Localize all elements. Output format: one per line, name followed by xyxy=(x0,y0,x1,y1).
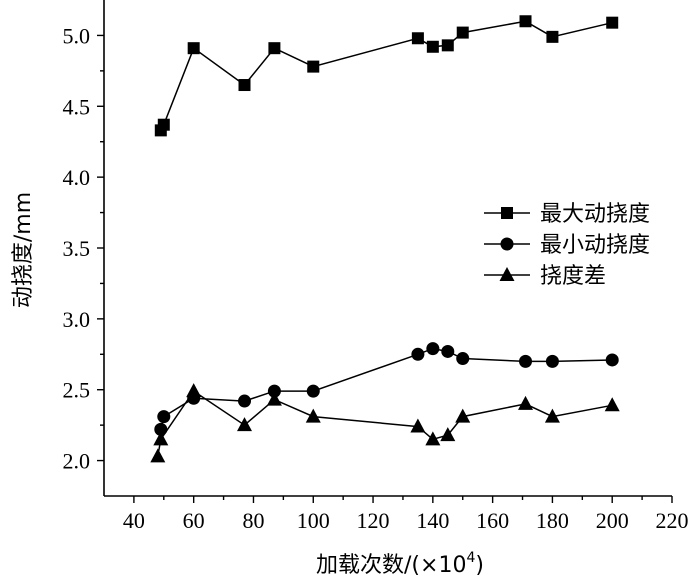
series-group xyxy=(150,15,620,463)
x-tick-label: 40 xyxy=(123,508,145,533)
data-point-triangle xyxy=(186,383,202,398)
series-circle xyxy=(154,342,619,436)
data-point-circle xyxy=(306,384,320,398)
data-point-circle xyxy=(545,354,559,368)
data-point-circle xyxy=(605,353,619,367)
x-tick-label: 100 xyxy=(297,508,330,533)
x-axis-title-exponent: 4 xyxy=(466,550,475,566)
legend-label: 最大动挠度 xyxy=(540,202,650,227)
legend-marker-square xyxy=(501,207,513,219)
data-point-circle xyxy=(426,342,440,356)
data-point-square xyxy=(441,39,454,52)
y-tick-label: 3.5 xyxy=(63,236,91,261)
series-line xyxy=(157,390,613,457)
data-point-circle xyxy=(519,354,533,368)
data-point-square xyxy=(238,79,251,92)
data-point-square xyxy=(606,16,619,29)
series-line xyxy=(160,20,613,131)
data-point-square xyxy=(519,15,532,28)
data-point-square xyxy=(268,42,281,55)
data-point-triangle xyxy=(440,427,456,442)
x-ticks: 40 60 80 100 120 140 160 180 200 220 xyxy=(123,496,689,533)
legend-label: 最小动挠度 xyxy=(540,233,650,258)
data-point-triangle xyxy=(153,431,169,446)
data-point-square xyxy=(456,26,469,39)
legend-marker-triangle xyxy=(499,267,515,281)
data-point-square xyxy=(307,60,320,73)
series-line xyxy=(160,347,613,430)
data-point-circle xyxy=(441,344,455,358)
y-tick-label: 2.5 xyxy=(63,378,91,403)
data-point-triangle xyxy=(410,418,426,433)
x-tick-label: 140 xyxy=(416,508,449,533)
data-point-triangle xyxy=(237,417,253,432)
data-point-triangle xyxy=(266,391,282,406)
data-point-circle xyxy=(411,347,425,361)
x-tick-label: 120 xyxy=(357,508,390,533)
data-point-square xyxy=(546,30,559,43)
x-tick-label: 180 xyxy=(536,508,569,533)
y-tick-label: 4.0 xyxy=(63,165,91,190)
data-point-circle xyxy=(456,352,470,366)
data-point-circle xyxy=(267,384,281,398)
series-square xyxy=(154,15,619,137)
legend-marker-circle xyxy=(500,237,514,251)
data-point-triangle xyxy=(305,408,321,423)
data-point-triangle xyxy=(425,431,441,446)
x-axis-title: 加载次数/(×104) xyxy=(316,550,484,578)
data-point-square xyxy=(411,32,424,45)
data-point-triangle xyxy=(150,448,166,463)
data-point-circle xyxy=(238,394,252,408)
series-triangle xyxy=(150,383,620,463)
data-point-square xyxy=(426,40,439,53)
x-tick-label: 160 xyxy=(476,508,509,533)
data-point-square xyxy=(157,118,170,131)
data-point-triangle xyxy=(455,408,471,423)
y-axis-title: 动挠度/mm xyxy=(11,192,36,308)
x-tick-label: 80 xyxy=(242,508,264,533)
data-point-square xyxy=(187,42,200,55)
legend-item: 挠度差 xyxy=(484,264,606,289)
y-ticks: 2.0 2.5 3.0 3.5 4.0 4.5 5.0 xyxy=(63,23,104,474)
legend-item: 最大动挠度 xyxy=(484,202,650,227)
data-point-triangle xyxy=(518,395,534,410)
x-tick-label: 60 xyxy=(183,508,205,533)
data-point-triangle xyxy=(544,408,560,423)
y-tick-label: 3.0 xyxy=(63,307,91,332)
data-point-triangle xyxy=(604,397,620,412)
legend-item: 最小动挠度 xyxy=(484,233,650,258)
x-axis-title-end: ) xyxy=(475,553,484,578)
data-point-circle xyxy=(157,410,171,424)
y-tick-label: 4.5 xyxy=(63,94,91,119)
y-tick-label: 2.0 xyxy=(63,449,91,474)
x-tick-label: 220 xyxy=(656,508,689,533)
data-point-circle xyxy=(154,422,168,436)
x-tick-label: 200 xyxy=(596,508,629,533)
legend-label: 挠度差 xyxy=(540,264,606,289)
y-tick-label: 5.0 xyxy=(63,23,91,48)
